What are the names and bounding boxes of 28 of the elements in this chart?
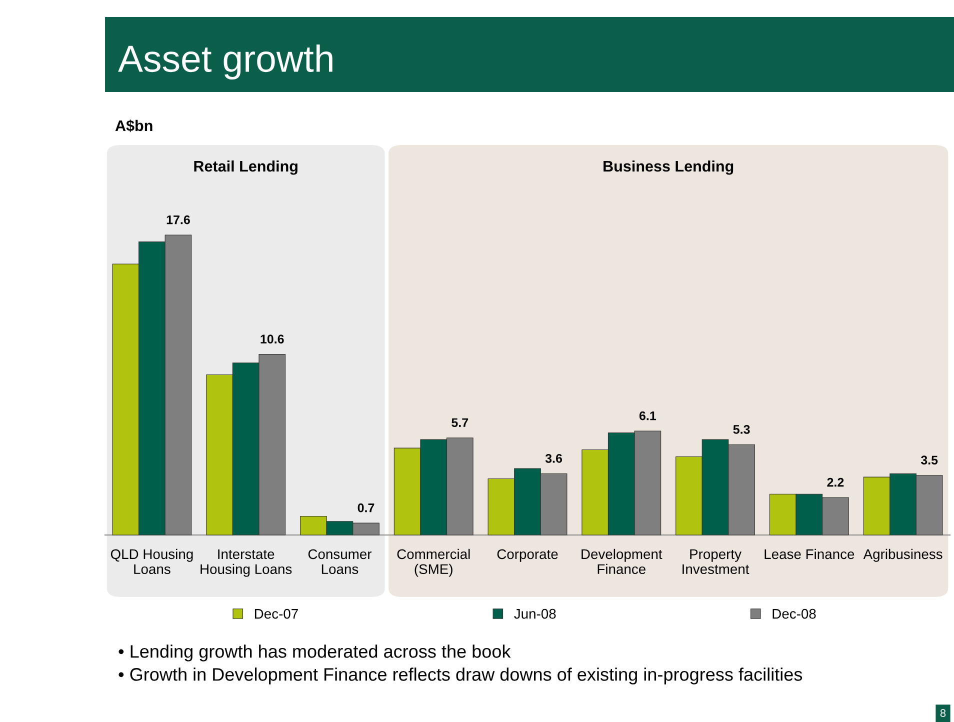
data-label: 2.2: [827, 478, 844, 487]
chart-title: Asset growth: [118, 44, 332, 80]
x-tick-label: Commercial (SME): [397, 548, 470, 577]
data-label: 5.7: [452, 418, 468, 428]
data-label: 10.6: [260, 334, 284, 344]
x-tick-label: Consumer Loans: [308, 549, 372, 574]
data-label: 5.3: [733, 425, 750, 434]
data-label: 17.6: [166, 215, 190, 224]
data-label: 3.5: [920, 456, 938, 465]
x-tick-label: Property Investment: [682, 549, 750, 574]
x-tick-label: Interstate Housing Loans: [200, 549, 292, 577]
x-tick-label: QLD Housing Loans: [110, 548, 193, 574]
data-label: 6.1: [639, 411, 656, 420]
band-label: Retail Lending: [194, 160, 298, 175]
text: • Lending growth has moderated across the book: [118, 644, 511, 662]
x-tick-label: Agribusiness: [863, 548, 942, 562]
band-label: Business Lending: [604, 160, 734, 175]
x-tick-label: Lease Finance: [764, 548, 854, 560]
text: 8: [940, 709, 946, 717]
x-tick-label: Development Finance: [582, 548, 662, 574]
x-tick-label: Corporate: [497, 549, 558, 562]
data-label: 0.7: [358, 503, 374, 512]
legend-label: Dec-08: [772, 608, 816, 619]
text: • Growth in Development Finance reflects draw downs of existing in-progress facilities: [118, 668, 802, 684]
legend-label: Dec-07: [254, 608, 298, 619]
text: A$bn: [115, 120, 152, 132]
legend-label: Jun-08: [514, 608, 556, 619]
data-label: 3.6: [545, 454, 562, 463]
